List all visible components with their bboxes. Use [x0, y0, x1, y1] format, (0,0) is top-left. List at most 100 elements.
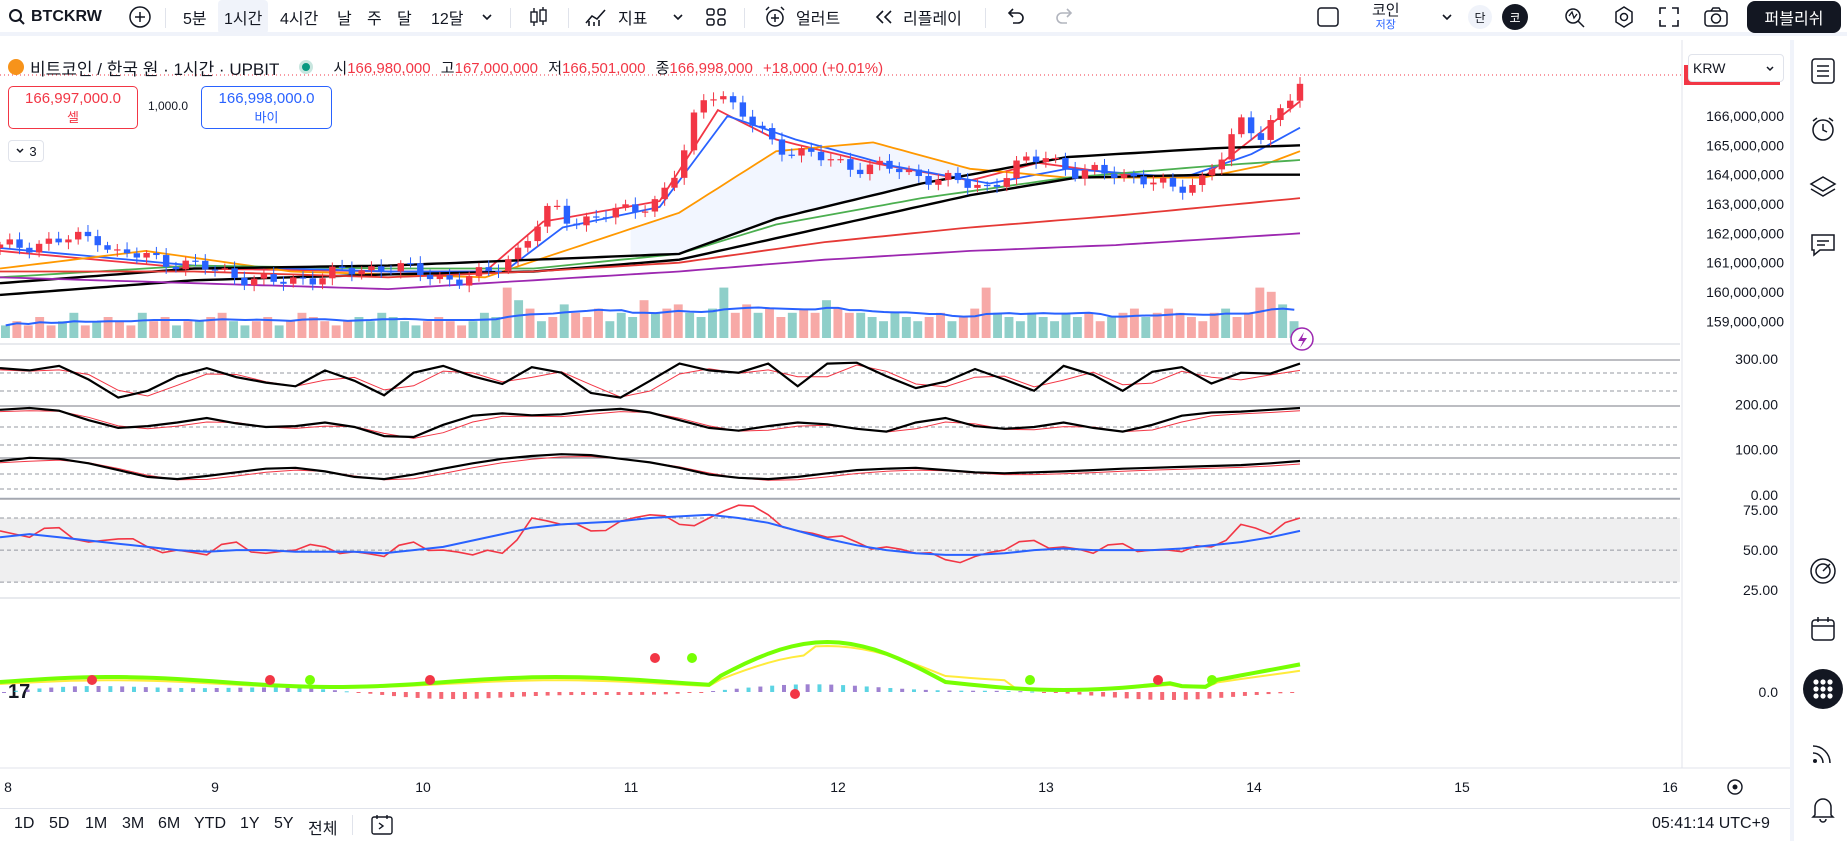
- notifications-button[interactable]: [1808, 796, 1838, 826]
- volume-bar: [548, 317, 558, 338]
- range-3m[interactable]: 3M: [122, 815, 145, 832]
- indicators-dropdown[interactable]: [671, 0, 685, 34]
- indicators-icon: [584, 5, 608, 29]
- interval-12month[interactable]: 12달: [431, 11, 464, 28]
- volume-bar: [787, 312, 797, 338]
- macd-histogram-bar: [238, 687, 243, 692]
- interval-week[interactable]: 주: [367, 11, 382, 28]
- candle-down: [456, 279, 463, 286]
- redo-button[interactable]: [1054, 0, 1076, 34]
- chart-type-button[interactable]: [526, 0, 550, 34]
- range-5y[interactable]: 5Y: [274, 815, 294, 832]
- range-6m[interactable]: 6M: [158, 815, 181, 832]
- snapshot-button[interactable]: [1703, 0, 1729, 34]
- chevron-down-icon: [671, 10, 685, 24]
- volume-bar: [616, 312, 626, 338]
- chart-canvas[interactable]: 17 166,000,000 165,000,000 164,000,000 163,…: [0, 40, 1790, 808]
- range-1y[interactable]: 1Y: [240, 815, 260, 832]
- volume-bar: [286, 321, 295, 338]
- symbol-title[interactable]: 비트코인 / 한국 원 · 1시간 · UPBIT: [30, 59, 280, 79]
- interval-1h[interactable]: 1시간: [218, 0, 269, 34]
- open-value: 166,980,000: [347, 59, 431, 77]
- volume-bar: [1232, 317, 1242, 338]
- alerts-panel-button[interactable]: [1808, 116, 1838, 146]
- range-5d[interactable]: 5D: [49, 815, 70, 832]
- range-ytd[interactable]: YTD: [194, 815, 226, 832]
- watchlist-button[interactable]: [1808, 57, 1838, 88]
- macd-histogram-bar: [61, 686, 66, 692]
- market-status-icon: [299, 60, 314, 74]
- publish-button[interactable]: 퍼블리쉬: [1747, 1, 1841, 33]
- volume-bar: [742, 304, 752, 338]
- macd-histogram-bar: [675, 692, 680, 694]
- time-tick-label: 13: [1038, 779, 1054, 795]
- grid-icon: [704, 5, 728, 29]
- candle-up: [974, 184, 981, 188]
- macd-histogram-bar: [841, 685, 846, 692]
- candle-down: [299, 277, 307, 279]
- symbol-search-button[interactable]: BTCKRW: [8, 0, 102, 34]
- volume-bar: [776, 317, 786, 338]
- target-button[interactable]: [1808, 557, 1838, 588]
- indicators-button[interactable]: 지표: [584, 0, 647, 34]
- candle-down: [309, 278, 316, 285]
- undo-button[interactable]: [1004, 0, 1026, 34]
- macd-histogram-bar: [108, 686, 113, 692]
- chat-button[interactable]: [1808, 232, 1838, 262]
- layouts-button[interactable]: [704, 0, 728, 34]
- sell-button[interactable]: 166,997,000.0 셀: [8, 86, 138, 129]
- range-all[interactable]: 전체: [308, 821, 338, 838]
- calendar-button[interactable]: [1808, 616, 1838, 646]
- buy-button[interactable]: 166,998,000.0 바이: [201, 86, 332, 129]
- interval-5m[interactable]: 5분: [183, 11, 207, 28]
- close-label: 종: [655, 59, 670, 77]
- mode-coin-button[interactable]: 코: [1502, 0, 1528, 34]
- candle-down: [632, 204, 639, 212]
- range-1d[interactable]: 1D: [14, 815, 35, 832]
- volume-bar: [913, 321, 923, 338]
- candle-down: [84, 231, 92, 237]
- stream-button[interactable]: [1808, 740, 1838, 770]
- volume-bar: [434, 317, 444, 338]
- candle-up: [505, 259, 512, 272]
- candle-down: [1071, 168, 1079, 179]
- interval-day[interactable]: 날: [337, 11, 352, 28]
- candle-up: [1042, 158, 1050, 163]
- save-layout-button[interactable]: 코인 저장: [1372, 0, 1400, 34]
- settings-button[interactable]: [1612, 0, 1636, 34]
- currency-selector[interactable]: KRW: [1688, 54, 1784, 82]
- layout-dropdown[interactable]: [1440, 0, 1454, 34]
- macd-histogram-bar: [711, 690, 716, 692]
- macd-histogram-bar: [1195, 692, 1200, 700]
- candle-up: [1208, 169, 1216, 176]
- quick-search-button[interactable]: [1563, 0, 1587, 34]
- range-1m[interactable]: 1M: [85, 815, 108, 832]
- candle-up: [250, 278, 258, 286]
- candle-up: [319, 278, 326, 285]
- mode-dan-button[interactable]: 단: [1468, 0, 1492, 34]
- alert-button[interactable]: 얼러트: [762, 0, 840, 34]
- macd-cross-dot: [1153, 675, 1163, 685]
- candle-down: [1130, 174, 1138, 177]
- candle-up: [1296, 83, 1304, 101]
- interval-dropdown[interactable]: [480, 0, 494, 34]
- time-tick-label: 14: [1246, 779, 1262, 795]
- apps-button[interactable]: [1802, 668, 1844, 712]
- object-tree-button[interactable]: [1808, 174, 1838, 204]
- compare-symbol-button[interactable]: [128, 0, 152, 34]
- interval-4h[interactable]: 4시간: [280, 11, 319, 28]
- clock-display[interactable]: 05:41:14 UTC+9: [1652, 815, 1770, 832]
- volume-bar: [400, 321, 410, 338]
- chevron-down-icon: [15, 144, 25, 159]
- candle-down: [788, 154, 795, 156]
- volume-bar: [126, 325, 136, 338]
- candle-up: [1199, 175, 1206, 186]
- rsi-tick-label: 75.00: [1743, 502, 1778, 518]
- interval-month[interactable]: 달: [397, 11, 412, 28]
- fullscreen-square-button[interactable]: [1316, 0, 1340, 34]
- indicator-collapse-button[interactable]: 3: [8, 140, 44, 162]
- replay-button[interactable]: 리플레이: [873, 0, 962, 34]
- candle-up: [1003, 178, 1010, 187]
- goto-date-button[interactable]: [370, 814, 394, 841]
- fullscreen-button[interactable]: [1658, 0, 1680, 34]
